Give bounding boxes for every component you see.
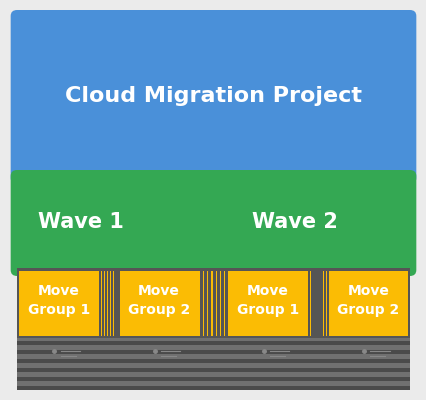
Bar <box>202 271 204 336</box>
Bar <box>110 271 111 336</box>
Text: Wave 1: Wave 1 <box>38 212 124 232</box>
Bar <box>316 271 317 336</box>
Bar <box>226 271 227 336</box>
Bar <box>17 376 409 381</box>
Bar <box>323 271 324 336</box>
Text: Move
Group 1: Move Group 1 <box>236 284 298 317</box>
Bar <box>228 271 307 336</box>
Bar <box>17 368 409 372</box>
Bar <box>213 271 214 336</box>
Bar <box>113 271 114 336</box>
Bar <box>211 271 212 336</box>
Bar <box>200 271 201 336</box>
Bar <box>119 271 198 336</box>
Bar <box>17 340 409 345</box>
Bar <box>101 271 102 336</box>
Bar <box>103 271 104 336</box>
Bar <box>313 271 314 336</box>
Bar <box>19 271 98 336</box>
Bar <box>311 271 312 336</box>
Text: Move
Group 2: Move Group 2 <box>337 284 398 317</box>
FancyBboxPatch shape <box>11 10 415 184</box>
Text: Cloud Migration Project: Cloud Migration Project <box>65 86 361 106</box>
Bar <box>314 271 315 336</box>
Bar <box>17 336 409 390</box>
Bar <box>98 271 99 336</box>
Text: Move
Group 2: Move Group 2 <box>128 284 190 317</box>
Bar <box>224 271 225 336</box>
Bar <box>308 271 309 336</box>
Bar <box>107 271 108 336</box>
Bar <box>328 271 407 336</box>
Bar <box>310 271 311 336</box>
Bar <box>307 271 308 336</box>
Bar <box>17 350 409 354</box>
Bar <box>17 358 409 363</box>
Bar <box>219 271 221 336</box>
Bar <box>222 271 223 336</box>
Bar <box>204 271 206 336</box>
Bar <box>215 271 216 336</box>
Bar <box>116 271 117 336</box>
Bar <box>217 271 219 336</box>
Bar <box>209 271 210 336</box>
Bar <box>325 271 326 336</box>
Bar <box>317 271 318 336</box>
Bar <box>198 271 199 336</box>
FancyBboxPatch shape <box>11 170 415 276</box>
Bar <box>207 271 208 336</box>
Bar <box>17 386 409 390</box>
Bar <box>322 271 323 336</box>
Text: Move
Group 1: Move Group 1 <box>28 284 89 317</box>
Bar <box>100 271 101 336</box>
Bar <box>326 271 327 336</box>
Bar <box>17 268 409 338</box>
Bar <box>320 271 321 336</box>
Bar <box>319 271 320 336</box>
Bar <box>104 271 105 336</box>
Text: Wave 2: Wave 2 <box>251 212 337 232</box>
